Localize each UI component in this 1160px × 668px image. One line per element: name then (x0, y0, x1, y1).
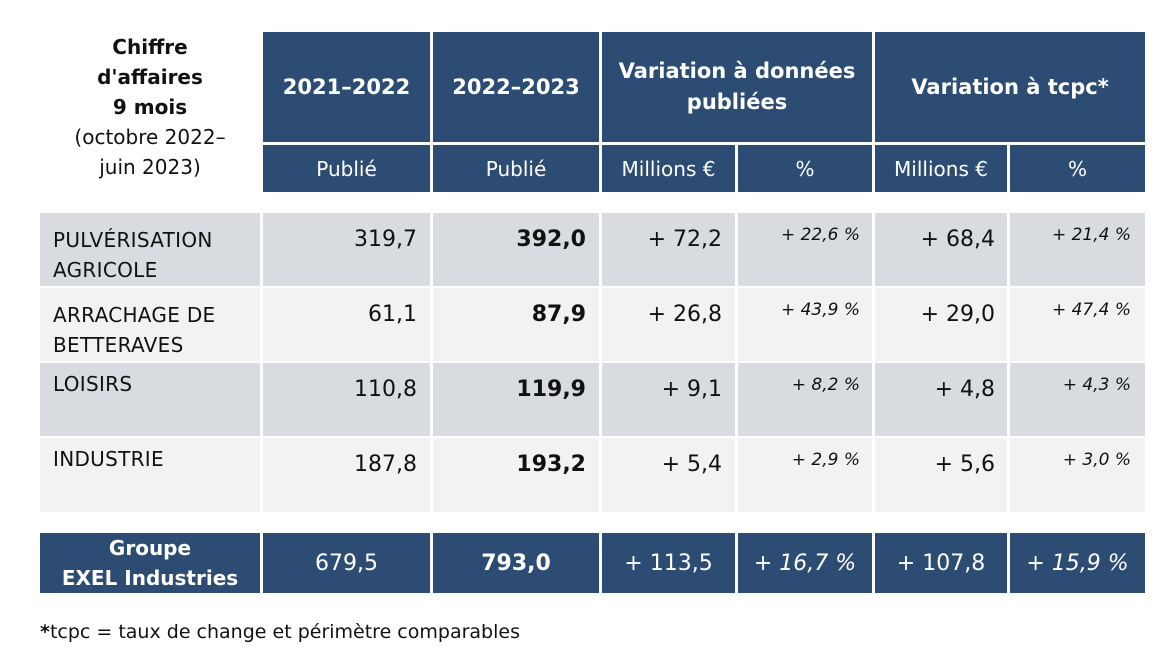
cell-pub-m-pulverisation: + 72,2 (602, 213, 735, 286)
title-line-2: d'affaires (97, 65, 203, 89)
cell-pub-pct-arrachage: + 43,9 % (738, 288, 872, 361)
header-variation-publiees-line2: publiées (686, 90, 788, 114)
cell-2022-arrachage: 87,9 (433, 288, 599, 361)
subheader-pub-pct: % (738, 145, 872, 192)
cell-tcpc-m-loisirs: + 4,8 (875, 363, 1007, 436)
header-variation-publiees: Variation à données publiées (602, 32, 872, 142)
cell-pub-m-industrie: + 5,4 (602, 438, 735, 512)
footnote-text: tcpc = taux de change et périmètre compa… (49, 621, 520, 643)
row-label-line1: ARRACHAGE DE (53, 303, 216, 327)
cell-tcpc-m-pulverisation: + 68,4 (875, 213, 1007, 286)
total-pub-m: + 113,5 (602, 533, 735, 593)
row-label-pulverisation: PULVÉRISATION AGRICOLE (40, 213, 260, 286)
subheader-tcpc-millions: Millions € (875, 145, 1007, 192)
cell-2021-loisirs: 110,8 (263, 363, 430, 436)
cell-tcpc-pct-pulverisation: + 21,4 % (1010, 213, 1145, 286)
title-line-5: juin 2023) (99, 155, 201, 179)
title-line-4: (octobre 2022– (74, 125, 226, 149)
cell-pub-m-loisirs: + 9,1 (602, 363, 735, 436)
footnote-star: * (40, 621, 50, 643)
cell-pub-pct-loisirs: + 8,2 % (738, 363, 872, 436)
row-label-line1: LOISIRS (53, 372, 133, 396)
table-title: Chiffre d'affaires 9 mois (octobre 2022–… (40, 32, 260, 192)
cell-2022-industrie: 193,2 (433, 438, 599, 512)
footnote: *tcpc = taux de change et périmètre comp… (40, 621, 520, 643)
total-label-line2: EXEL Industries (61, 566, 239, 590)
title-line-3: 9 mois (112, 95, 188, 119)
total-2022: 793,0 (433, 533, 599, 593)
header-2022-2023: 2022–2023 (433, 32, 599, 142)
cell-2021-arrachage: 61,1 (263, 288, 430, 361)
header-2021-2022: 2021–2022 (263, 32, 430, 142)
row-label-line1: INDUSTRIE (53, 447, 164, 471)
subheader-pub-millions: Millions € (602, 145, 735, 192)
subheader-publie-2022: Publié (433, 145, 599, 192)
cell-tcpc-m-industrie: + 5,6 (875, 438, 1007, 512)
row-label-line1: PULVÉRISATION (53, 228, 213, 252)
row-label-arrachage: ARRACHAGE DE BETTERAVES (40, 288, 260, 361)
row-label-industrie: INDUSTRIE (40, 438, 260, 512)
cell-2022-pulverisation: 392,0 (433, 213, 599, 286)
cell-pub-m-arrachage: + 26,8 (602, 288, 735, 361)
total-label-line1: Groupe (108, 536, 192, 560)
total-tcpc-m: + 107,8 (875, 533, 1007, 593)
header-variation-tcpc: Variation à tcpc* (875, 32, 1145, 142)
total-tcpc-pct: + 15,9 % (1010, 533, 1145, 593)
total-2021: 679,5 (263, 533, 430, 593)
title-line-1: Chiffre (112, 35, 188, 59)
cell-2022-loisirs: 119,9 (433, 363, 599, 436)
subheader-publie-2021: Publié (263, 145, 430, 192)
cell-pub-pct-industrie: + 2,9 % (738, 438, 872, 512)
cell-tcpc-pct-loisirs: + 4,3 % (1010, 363, 1145, 436)
cell-tcpc-m-arrachage: + 29,0 (875, 288, 1007, 361)
total-pub-pct: + 16,7 % (738, 533, 872, 593)
subheader-tcpc-pct: % (1010, 145, 1145, 192)
header-variation-publiees-line1: Variation à données (618, 59, 856, 83)
cell-tcpc-pct-industrie: + 3,0 % (1010, 438, 1145, 512)
total-label: Groupe EXEL Industries (40, 533, 260, 593)
row-label-line2: AGRICOLE (53, 258, 158, 282)
cell-2021-industrie: 187,8 (263, 438, 430, 512)
row-label-loisirs: LOISIRS (40, 363, 260, 436)
cell-2021-pulverisation: 319,7 (263, 213, 430, 286)
row-label-line2: BETTERAVES (53, 333, 184, 357)
cell-tcpc-pct-arrachage: + 47,4 % (1010, 288, 1145, 361)
cell-pub-pct-pulverisation: + 22,6 % (738, 213, 872, 286)
